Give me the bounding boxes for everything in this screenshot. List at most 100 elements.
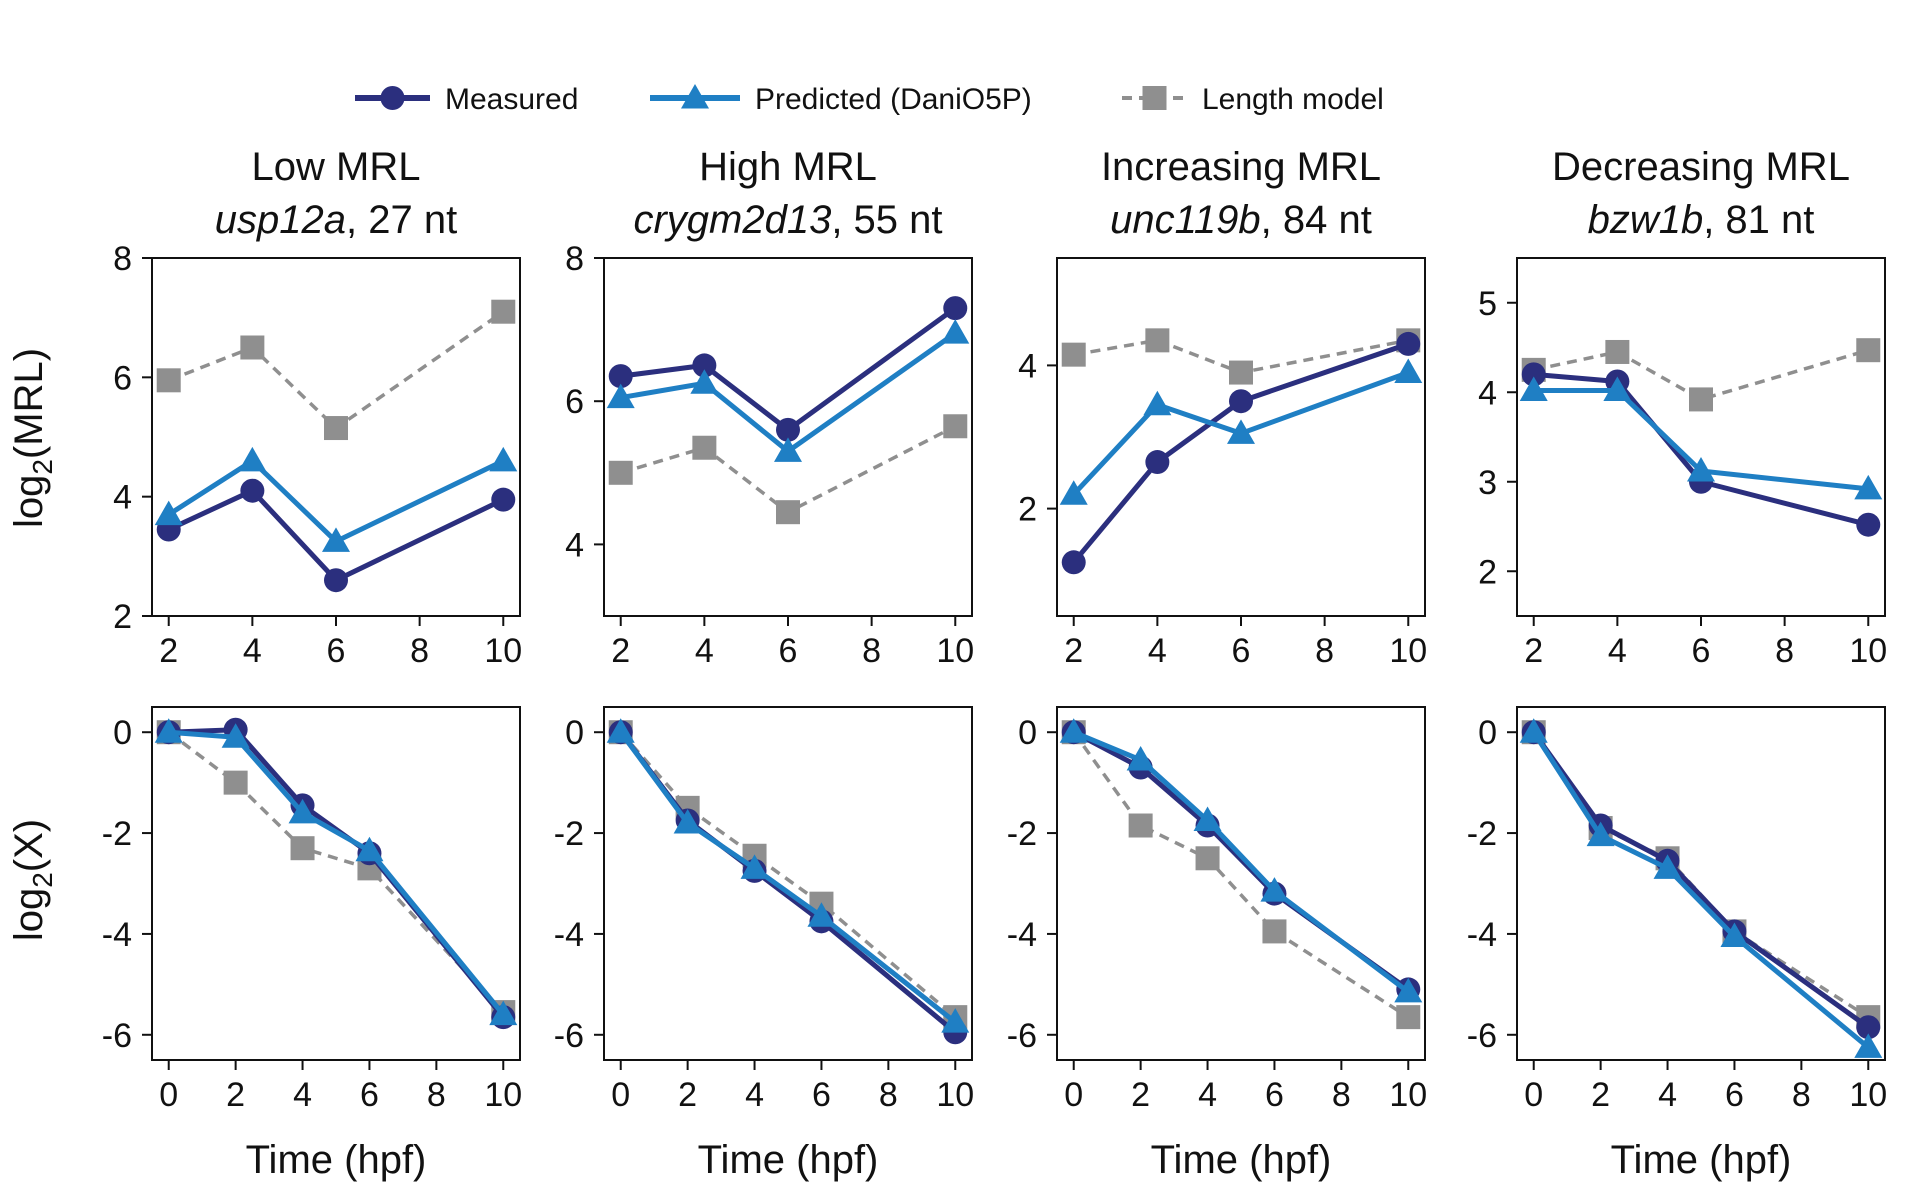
data-point-predicted-danio5p [489, 446, 518, 472]
data-point-predicted-danio5p [1227, 419, 1255, 444]
data-point-length-model [692, 435, 717, 460]
data-point-length-model [1262, 919, 1287, 944]
gene-name: unc119b [1110, 198, 1261, 242]
series-predicted-danio5p [154, 718, 518, 1026]
x-tick-label: 0 [611, 1076, 630, 1114]
y-tick-label: 4 [113, 479, 132, 517]
data-point-length-model [156, 368, 181, 393]
x-tick-label: 4 [1608, 632, 1627, 670]
data-point-measured [1856, 512, 1881, 537]
x-tick-label: 4 [293, 1076, 312, 1114]
row-label-top-pre: log [7, 475, 51, 528]
x-tick-label: 8 [1792, 1076, 1811, 1114]
data-point-measured [240, 478, 265, 503]
x-axis-label: Time (hpf) [246, 1138, 427, 1182]
data-point-predicted-danio5p [1059, 718, 1088, 743]
data-point-measured [1856, 1015, 1881, 1040]
x-tick-label: 8 [410, 632, 429, 670]
data-point-predicted-danio5p [941, 1008, 970, 1033]
y-tick-label: -2 [102, 815, 132, 853]
panel-title-2: High MRL [699, 145, 877, 189]
legend-label-predicted: Predicted (DaniO5P) [755, 83, 1032, 116]
axes-frame [1516, 706, 1886, 1061]
data-point-predicted-danio5p [154, 500, 183, 526]
series-measured [608, 720, 968, 1045]
data-point-length-model [943, 414, 968, 439]
y-tick-label: 0 [1018, 714, 1037, 752]
data-point-predicted-danio5p [774, 437, 802, 462]
y-tick-label: -4 [554, 916, 584, 954]
data-point-length-model [608, 460, 633, 485]
y-tick-label: 4 [1018, 347, 1037, 385]
series-line-measured [167, 488, 505, 583]
data-point-predicted-danio5p [1586, 821, 1615, 847]
data-point-length-model [1856, 338, 1881, 363]
gene-name: crygm2d13 [633, 198, 831, 242]
y-tick-label: 8 [565, 240, 584, 278]
series-length-model [1061, 720, 1421, 1030]
x-tick-label: 6 [327, 632, 346, 670]
legend-marker-predicted [681, 84, 709, 109]
data-point-predicted-danio5p [154, 718, 183, 743]
x-tick-label: 0 [1524, 1076, 1543, 1114]
data-point-measured [1521, 362, 1546, 387]
panel-subtitle-4: bzw1b, 81 nt [1588, 198, 1815, 242]
data-point-length-model [324, 416, 348, 441]
series-line-predicted-danio5p [618, 730, 957, 1025]
data-point-predicted-danio5p [1394, 977, 1423, 1003]
y-tick-label: 4 [1478, 374, 1497, 412]
y-tick-label: -6 [1007, 1017, 1037, 1055]
panel-title-1: Low MRL [252, 145, 421, 189]
x-tick-label: 4 [1148, 632, 1167, 670]
data-point-predicted-danio5p [690, 369, 719, 394]
series-length-model [156, 720, 516, 1025]
x-tick-label: 10 [1849, 632, 1887, 670]
x-tick-label: 6 [779, 632, 798, 670]
series-line-measured [1071, 341, 1410, 564]
row-label-bottom-sub: 2 [27, 872, 58, 888]
series-line-length-model [167, 730, 505, 1014]
row-label-top: log2(MRL) [7, 348, 58, 528]
data-point-predicted-danio5p [1519, 718, 1548, 743]
panel-title-4: Decreasing MRL [1552, 145, 1850, 189]
panel-subtitle-1: usp12a, 27 nt [215, 198, 457, 242]
x-tick-label: 10 [1389, 632, 1427, 670]
data-point-predicted-danio5p [1059, 480, 1088, 505]
legend-label-measured: Measured [445, 83, 578, 116]
data-point-measured [943, 296, 968, 321]
data-point-predicted-danio5p [1854, 474, 1883, 500]
panel-top-1: Low MRL usp12a, 27 nt 2 4 6 8 10 2 4 6 8 [113, 145, 522, 670]
series-line-predicted-danio5p [1531, 730, 1870, 1050]
data-point-predicted-danio5p [288, 798, 317, 824]
gene-name: usp12a [215, 198, 346, 242]
data-point-predicted-danio5p [1394, 358, 1423, 384]
data-point-predicted-danio5p [606, 718, 635, 743]
data-point-length-model [1128, 813, 1153, 838]
x-tick-label: 10 [484, 632, 522, 670]
series-measured [156, 478, 516, 593]
x-tick-label: 6 [1692, 632, 1711, 670]
y-tick-label: 0 [1478, 714, 1497, 752]
data-point-length-model [1229, 360, 1253, 385]
data-point-predicted-danio5p [606, 383, 635, 409]
legend-entry-measured: Measured [355, 83, 578, 116]
panel-bottom-4: 0 2 4 6 8 10 -6 -4 -2 0 Time (hpf) [1467, 706, 1887, 1182]
x-tick-label: 2 [611, 632, 630, 670]
y-tick-label: 0 [113, 714, 132, 752]
series-line-length-model [1532, 731, 1870, 1019]
y-tick-label: -2 [1007, 815, 1037, 853]
y-tick-label: -2 [554, 815, 584, 853]
x-tick-label: 2 [678, 1076, 697, 1114]
data-point-predicted-danio5p [322, 527, 350, 552]
data-point-measured [491, 487, 516, 512]
x-tick-label: 8 [427, 1076, 446, 1114]
row-label-bottom-pre: log [7, 888, 51, 941]
data-point-predicted-danio5p [740, 854, 769, 879]
series-line-predicted-danio5p [620, 331, 957, 454]
data-point-predicted-danio5p [1687, 457, 1715, 482]
x-tick-label: 8 [1332, 1076, 1351, 1114]
series-predicted-danio5p [1059, 718, 1423, 1003]
x-tick-label: 2 [1591, 1076, 1610, 1114]
x-tick-label: 0 [159, 1076, 178, 1114]
